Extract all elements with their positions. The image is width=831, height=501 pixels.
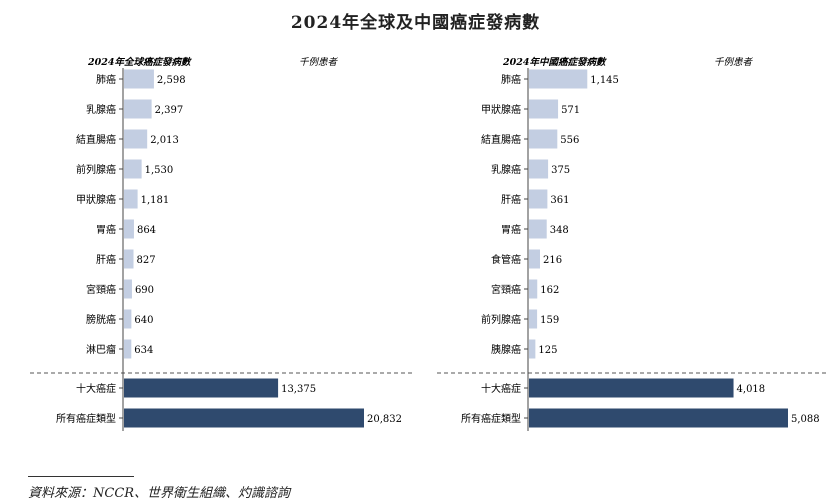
source-divider	[28, 476, 134, 477]
cancer-bar	[124, 249, 134, 269]
cancer-category-label: 胃癌	[501, 223, 521, 236]
cancer-value-label: 2,397	[155, 105, 184, 116]
cancer-bar	[529, 249, 540, 269]
cancer-value-label: 864	[137, 225, 156, 236]
cancer-bar	[124, 99, 152, 119]
cancer-category-label: 甲狀腺癌	[481, 103, 521, 116]
total-category-label: 所有癌症類型	[461, 412, 521, 425]
cancer-value-label: 125	[538, 345, 557, 356]
unit-label: 千例患者	[299, 57, 339, 68]
cancer-value-label: 556	[560, 135, 579, 146]
cancer-value-label: 1,530	[145, 165, 174, 176]
cancer-category-label: 乳腺癌	[86, 103, 116, 116]
cancer-value-label: 361	[550, 195, 569, 206]
cancer-category-label: 胃癌	[96, 223, 116, 236]
total-category-label: 十大癌症	[481, 382, 521, 395]
total-bar	[124, 378, 279, 398]
cancer-category-label: 前列腺癌	[76, 163, 116, 176]
cancer-category-label: 肝癌	[501, 193, 521, 206]
cancer-bar	[529, 279, 538, 299]
cancer-value-label: 690	[135, 285, 154, 296]
cancer-value-label: 348	[550, 225, 569, 236]
cancer-bar	[124, 69, 154, 89]
cancer-category-label: 宮頸癌	[86, 283, 116, 296]
cancer-category-label: 結直腸癌	[481, 133, 521, 146]
cancer-category-label: 宮頸癌	[491, 283, 521, 296]
cancer-value-label: 1,181	[141, 195, 170, 206]
cancer-category-label: 結直腸癌	[76, 133, 116, 146]
cancer-bar	[124, 219, 134, 239]
cancer-category-label: 乳腺癌	[491, 163, 521, 176]
cancer-bar	[124, 279, 132, 299]
cancer-value-label: 1,145	[590, 75, 619, 86]
cancer-bar	[529, 339, 536, 359]
page-title: 2024年全球及中國癌症發病數	[290, 13, 541, 33]
cancer-category-label: 肺癌	[501, 73, 521, 86]
cancer-category-label: 肺癌	[96, 73, 116, 86]
total-bar	[529, 408, 788, 428]
cancer-value-label: 827	[137, 255, 156, 266]
chart-title: 2024年全球癌症發病數	[87, 56, 192, 68]
cancer-value-label: 375	[551, 165, 570, 176]
cancer-value-label: 2,013	[150, 135, 179, 146]
cancer-value-label: 640	[134, 315, 153, 326]
cancer-value-label: 571	[561, 105, 580, 116]
total-value-label: 20,832	[367, 414, 402, 425]
total-value-label: 13,375	[281, 384, 316, 395]
total-category-label: 所有癌症類型	[56, 412, 116, 425]
cancer-value-label: 634	[134, 345, 153, 356]
cancer-bar	[529, 219, 547, 239]
cancer-value-label: 216	[543, 255, 562, 266]
cancer-bar	[529, 99, 559, 119]
cancer-bar	[529, 69, 588, 89]
total-category-label: 十大癌症	[76, 382, 116, 395]
cancer-category-label: 淋巴瘤	[86, 343, 116, 356]
cancer-bar	[124, 189, 138, 209]
total-bar	[124, 408, 364, 428]
cancer-bar	[529, 159, 549, 179]
cancer-category-label: 肝癌	[96, 253, 116, 266]
cancer-bar	[124, 159, 142, 179]
cancer-category-label: 甲狀腺癌	[76, 193, 116, 206]
cancer-value-label: 2,598	[157, 75, 186, 86]
unit-label: 千例患者	[714, 57, 754, 68]
cancer-bar	[529, 129, 558, 149]
cancer-bar	[529, 189, 548, 209]
cancer-bar	[529, 309, 538, 329]
total-value-label: 5,088	[791, 414, 820, 425]
cancer-category-label: 膀胱癌	[86, 313, 116, 326]
source-note: 資料來源：NCCR、世界衛生組織、灼識諮詢	[28, 486, 291, 501]
chart-title: 2024年中國癌症發病數	[502, 56, 607, 68]
cancer-category-label: 胰腺癌	[491, 343, 521, 356]
total-value-label: 4,018	[737, 384, 766, 395]
cancer-value-label: 162	[540, 285, 559, 296]
cancer-category-label: 前列腺癌	[481, 313, 521, 326]
total-bar	[529, 378, 734, 398]
cancer-value-label: 159	[540, 315, 559, 326]
cancer-bar	[124, 309, 132, 329]
cancer-bar	[124, 339, 132, 359]
cancer-category-label: 食管癌	[491, 253, 521, 266]
cancer-bar	[124, 129, 148, 149]
